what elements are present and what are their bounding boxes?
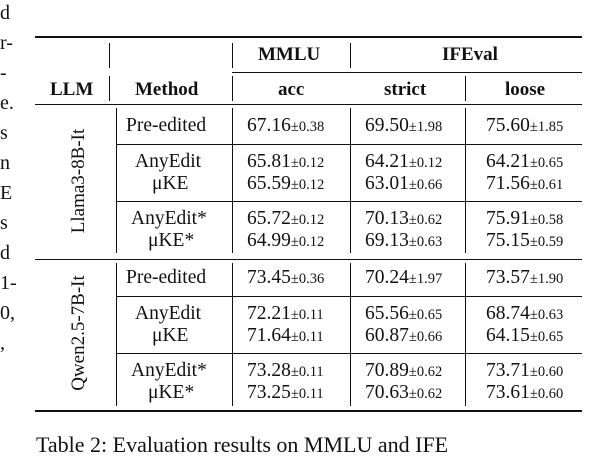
acc-cell: 73.25±0.11	[247, 382, 324, 403]
margin-line: d	[0, 2, 10, 24]
header-llm: LLM	[50, 79, 94, 100]
llm-label-llama: Llama3-8B-It	[68, 128, 89, 234]
method-cell: Pre-edited	[126, 267, 207, 288]
margin-line: 1-	[0, 272, 17, 294]
column-divider	[232, 108, 233, 253]
margin-line: E	[0, 182, 13, 204]
margin-line: -	[0, 62, 7, 84]
strict-cell: 70.24±1.97	[365, 267, 443, 288]
loose-cell: 64.15±0.65	[486, 325, 564, 346]
strict-cell: 69.50±1.98	[365, 115, 443, 136]
margin-line: ,	[0, 332, 5, 354]
loose-cell: 68.74±0.63	[486, 303, 564, 324]
column-divider	[116, 108, 117, 253]
header-strict: strict	[384, 79, 427, 100]
acc-cell: 65.81±0.12	[247, 151, 325, 172]
acc-cell: 65.59±0.12	[247, 173, 325, 194]
acc-cell: 64.99±0.12	[247, 230, 325, 251]
method-cell: AnyEdit*	[131, 208, 207, 229]
strict-cell: 60.87±0.66	[365, 325, 443, 346]
strict-cell: 63.01±0.66	[365, 173, 443, 194]
column-divider	[350, 43, 351, 68]
margin-line: n	[0, 152, 10, 174]
column-divider	[350, 108, 351, 253]
strict-cell: 70.13±0.62	[365, 208, 443, 229]
margin-line: d	[0, 242, 10, 264]
strict-cell: 64.21±0.12	[365, 151, 443, 172]
llm-label-qwen: Qwen2.5-7B-It	[68, 275, 89, 391]
column-divider	[232, 76, 233, 101]
strict-cell: 70.63±0.62	[365, 382, 443, 403]
top-rule	[35, 36, 582, 38]
margin-line: 0,	[0, 302, 15, 324]
loose-cell: 73.71±0.60	[486, 360, 564, 381]
loose-cell: 75.15±0.59	[486, 230, 564, 251]
row-rule	[116, 201, 582, 202]
header-bottom-rule	[35, 104, 582, 105]
method-cell: μKE*	[148, 382, 195, 403]
method-cell: AnyEdit	[135, 303, 202, 324]
strict-cell: 69.13±0.63	[365, 230, 443, 251]
column-divider	[109, 76, 110, 101]
column-divider	[232, 263, 233, 406]
group-separator-rule	[35, 259, 582, 260]
method-cell: AnyEdit	[135, 151, 202, 172]
column-divider	[465, 263, 466, 406]
bottom-rule	[35, 410, 582, 412]
strict-cell: 70.89±0.62	[365, 360, 443, 381]
acc-cell: 65.72±0.12	[247, 208, 325, 229]
table-caption: Table 2: Evaluation results on MMLU and …	[36, 432, 449, 457]
margin-line: r-	[0, 32, 13, 54]
method-cell: AnyEdit*	[131, 360, 207, 381]
row-rule	[116, 144, 582, 145]
loose-cell: 75.60±1.85	[486, 115, 564, 136]
loose-cell: 73.57±1.90	[486, 267, 564, 288]
header-mmlu: MMLU	[258, 44, 321, 65]
row-rule	[116, 353, 582, 354]
header-ifeval: IFEval	[442, 44, 498, 65]
column-divider	[350, 263, 351, 406]
strict-cell: 65.56±0.65	[365, 303, 443, 324]
header-mid-rule	[232, 72, 582, 73]
column-divider	[232, 43, 233, 68]
loose-cell: 71.56±0.61	[486, 173, 564, 194]
method-cell: μKE*	[148, 230, 195, 251]
column-divider	[116, 263, 117, 406]
margin-line: s	[0, 212, 8, 234]
row-rule	[116, 296, 582, 297]
loose-cell: 64.21±0.65	[486, 151, 564, 172]
method-cell: μKE	[152, 325, 189, 346]
acc-cell: 72.21±0.11	[247, 303, 324, 324]
acc-cell: 73.45±0.36	[247, 267, 325, 288]
acc-cell: 71.64±0.11	[247, 325, 324, 346]
margin-line: s	[0, 122, 8, 144]
method-cell: Pre-edited	[126, 115, 207, 136]
column-divider	[465, 76, 466, 101]
header-loose: loose	[505, 79, 546, 100]
method-cell: μKE	[152, 173, 189, 194]
header-method: Method	[135, 79, 199, 100]
acc-cell: 73.28±0.11	[247, 360, 324, 381]
margin-line: e.	[0, 92, 14, 114]
loose-cell: 73.61±0.60	[486, 382, 564, 403]
header-acc: acc	[278, 79, 305, 100]
column-divider	[465, 108, 466, 253]
column-divider	[109, 43, 110, 68]
loose-cell: 75.91±0.58	[486, 208, 564, 229]
acc-cell: 67.16±0.38	[247, 115, 325, 136]
